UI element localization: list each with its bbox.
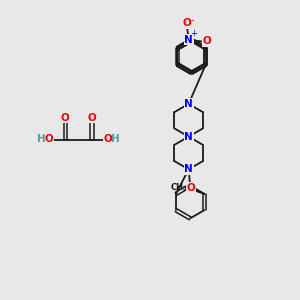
Text: N: N <box>184 132 193 142</box>
Text: O: O <box>88 113 96 123</box>
Text: O: O <box>104 134 112 144</box>
Text: O: O <box>61 113 70 123</box>
Text: O: O <box>203 36 212 46</box>
Text: H: H <box>37 134 46 144</box>
Text: O: O <box>45 134 54 144</box>
Text: O: O <box>182 18 191 28</box>
Text: N: N <box>184 164 193 174</box>
Text: H: H <box>111 134 120 144</box>
Text: N: N <box>184 99 193 109</box>
Text: +: + <box>190 29 196 38</box>
Text: N: N <box>184 35 193 45</box>
Text: O: O <box>187 183 196 193</box>
Text: -: - <box>190 15 194 25</box>
Text: CH₃: CH₃ <box>171 183 188 192</box>
